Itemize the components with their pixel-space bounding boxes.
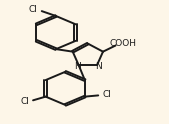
Text: COOH: COOH [110,39,137,48]
Text: N: N [74,62,80,71]
Text: Cl: Cl [102,90,111,99]
Text: Cl: Cl [20,97,29,106]
Text: N: N [95,62,102,71]
Text: Cl: Cl [28,5,37,14]
